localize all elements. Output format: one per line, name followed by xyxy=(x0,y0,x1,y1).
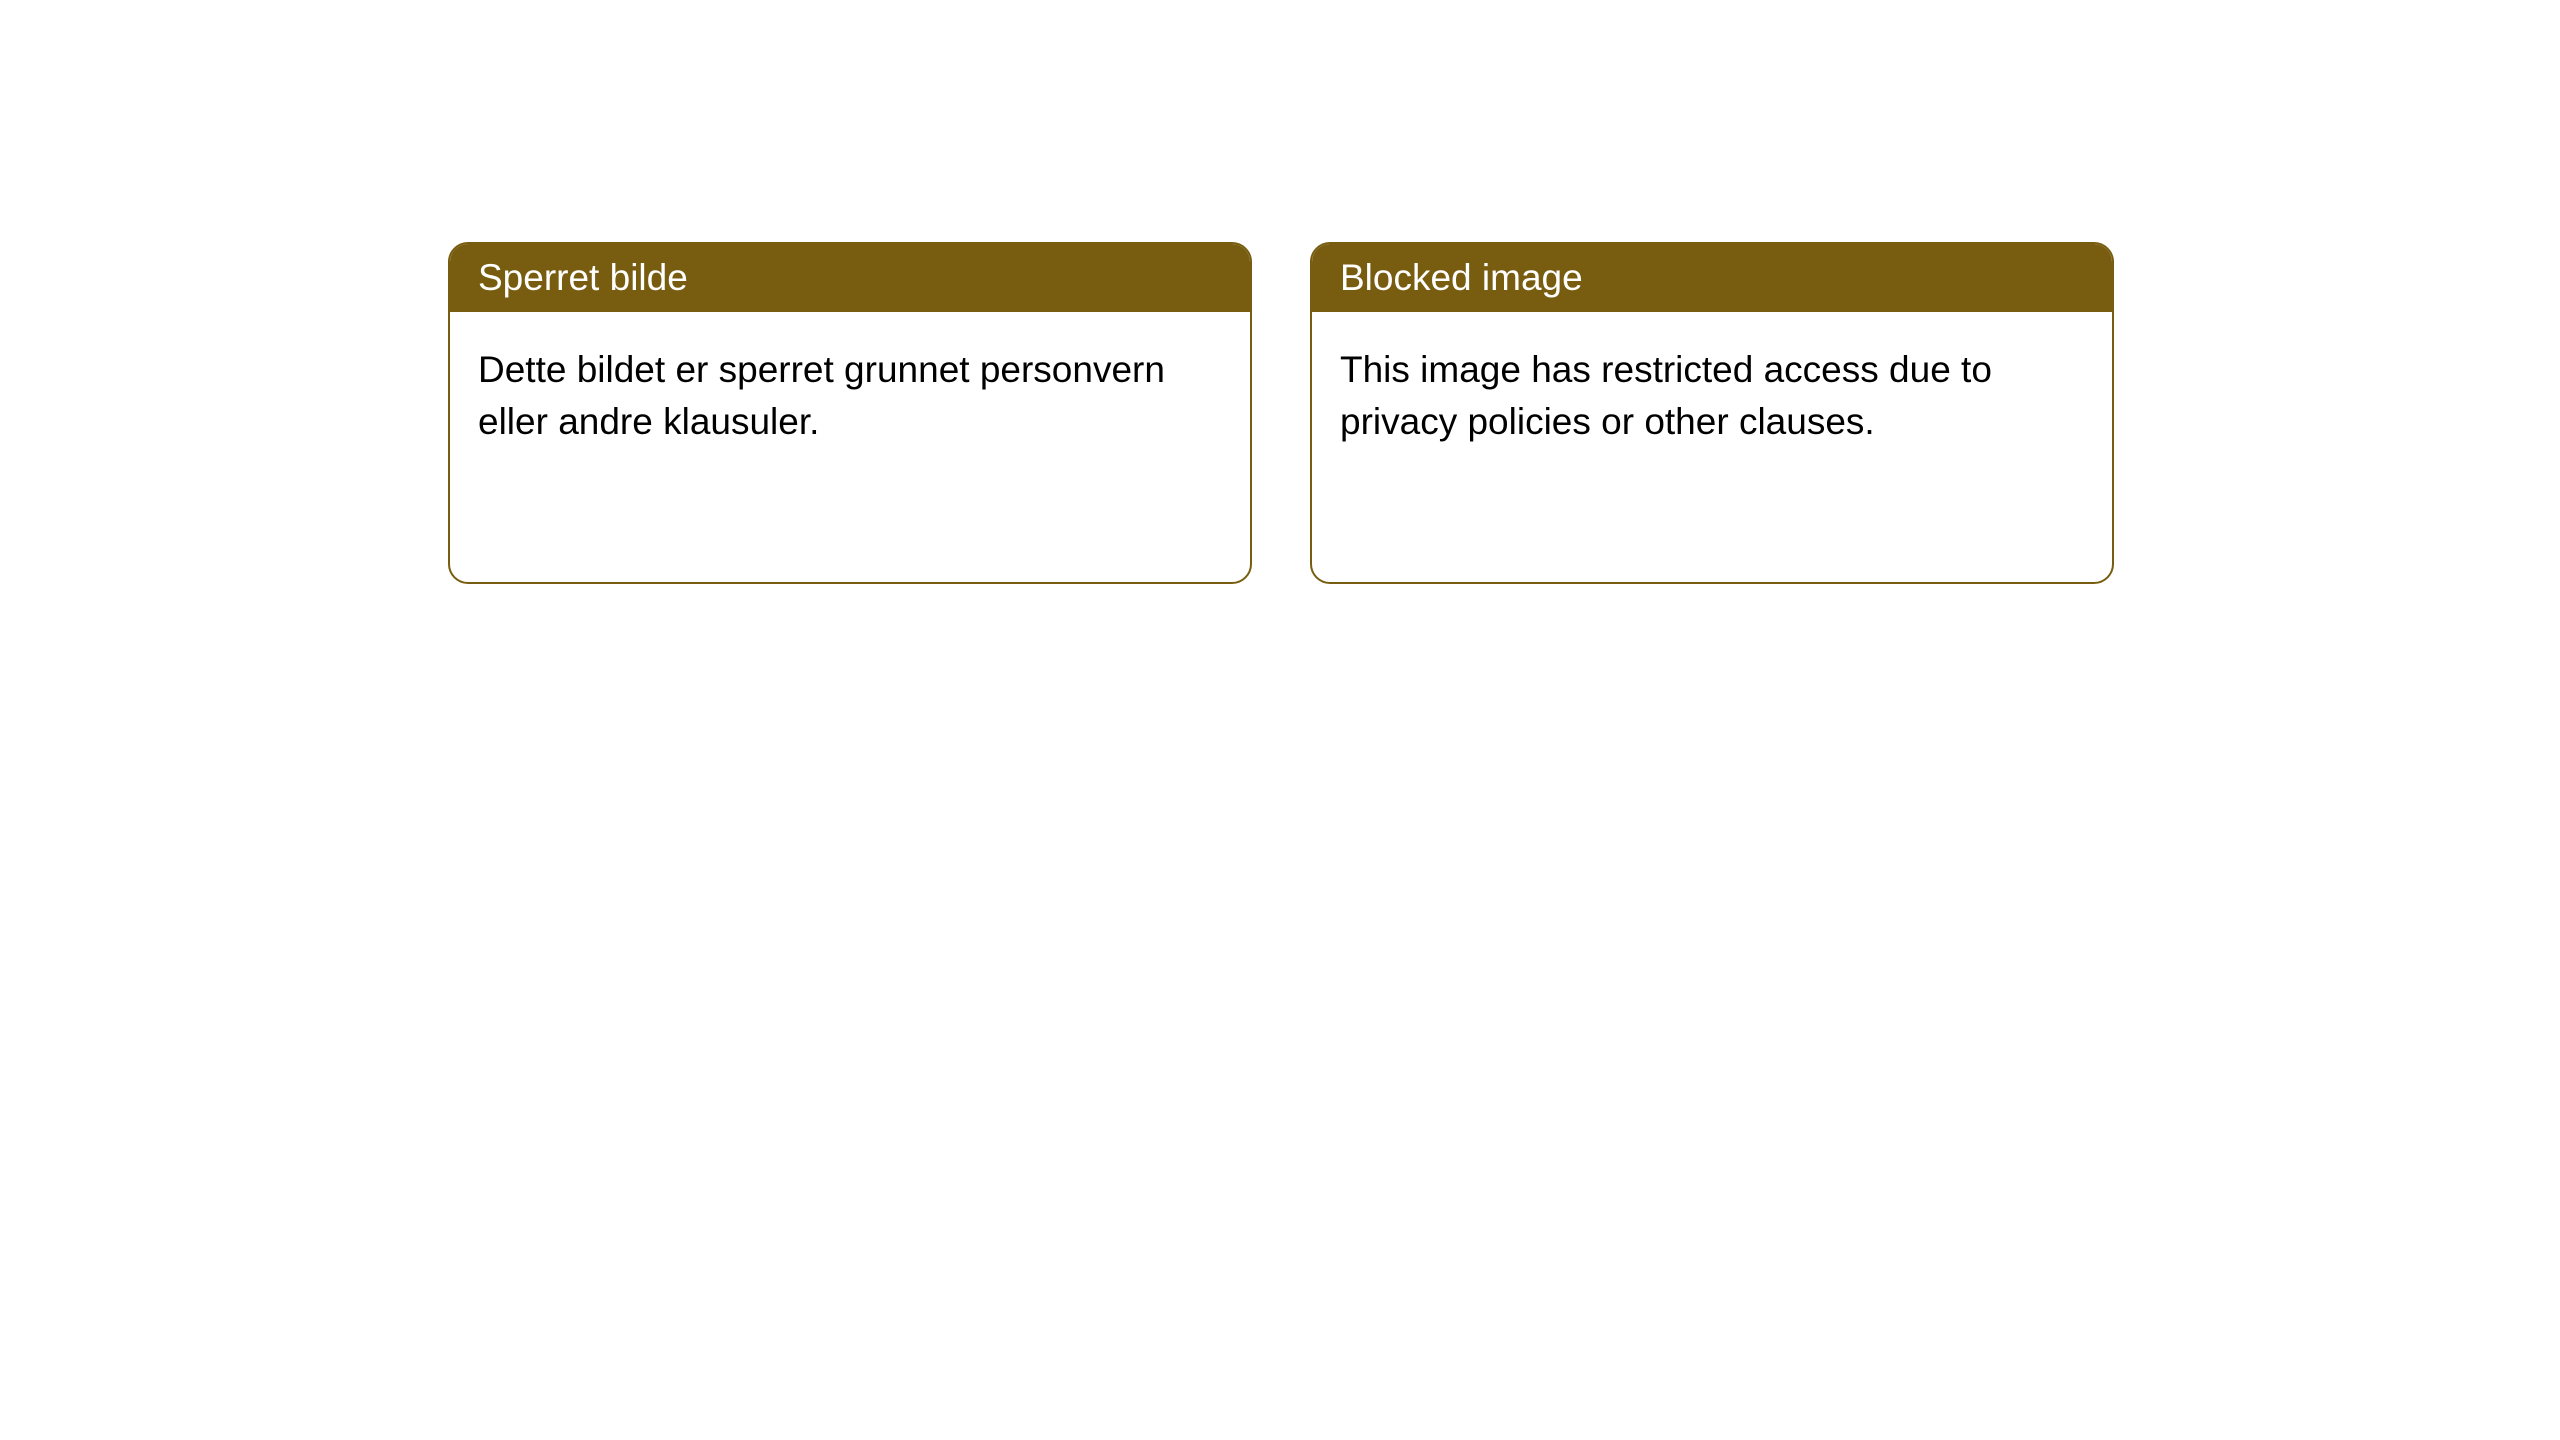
notice-body-english: This image has restricted access due to … xyxy=(1312,312,2112,582)
notice-text-norwegian: Dette bildet er sperret grunnet personve… xyxy=(478,344,1222,448)
notice-container: Sperret bilde Dette bildet er sperret gr… xyxy=(448,242,2114,584)
notice-text-english: This image has restricted access due to … xyxy=(1340,344,2084,448)
notice-header-norwegian: Sperret bilde xyxy=(450,244,1250,312)
notice-card-norwegian: Sperret bilde Dette bildet er sperret gr… xyxy=(448,242,1252,584)
notice-card-english: Blocked image This image has restricted … xyxy=(1310,242,2114,584)
notice-header-english: Blocked image xyxy=(1312,244,2112,312)
notice-title-english: Blocked image xyxy=(1340,257,1583,298)
notice-body-norwegian: Dette bildet er sperret grunnet personve… xyxy=(450,312,1250,582)
notice-title-norwegian: Sperret bilde xyxy=(478,257,688,298)
